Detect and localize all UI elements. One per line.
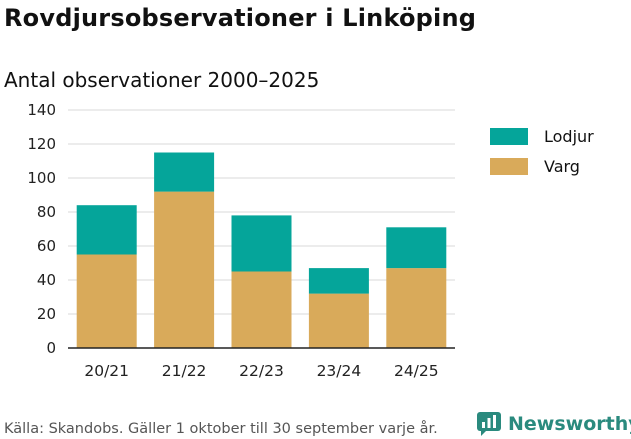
bar-varg: [231, 271, 292, 348]
bar-varg: [154, 191, 215, 348]
newsworthy-logo: Newsworthy: [476, 410, 631, 438]
chart-title: Rovdjursobservationer i Linköping: [4, 4, 477, 32]
chart-subtitle: Antal observationer 2000–2025: [4, 68, 320, 92]
legend-swatch-lodjur: [490, 128, 528, 145]
bar-lodjur: [76, 205, 137, 255]
bar-varg: [308, 293, 369, 348]
x-tick-label: 20/21: [84, 362, 129, 380]
stacked-bar-chart: 0 20 40 60 80 100 120 140 20/21 21/22 22/23 23/24 24…: [27, 101, 594, 380]
y-tick-label: 100: [27, 169, 56, 187]
y-tick-label: 80: [37, 203, 56, 221]
bar-varg: [386, 268, 447, 348]
y-tick-label: 140: [27, 101, 56, 119]
legend-label-lodjur: Lodjur: [544, 127, 594, 146]
y-tick-label: 40: [37, 271, 56, 289]
legend-label-varg: Varg: [544, 157, 580, 176]
x-tick-label: 23/24: [317, 362, 362, 380]
bar-lodjur: [386, 227, 447, 269]
y-tick-label: 0: [46, 339, 56, 357]
legend-swatch-varg: [490, 158, 528, 175]
y-tick-label: 120: [27, 135, 56, 153]
brand-name: Newsworthy: [508, 413, 631, 435]
bar-lodjur: [154, 152, 215, 192]
bar-chart-speech-bubble-icon: [477, 412, 501, 436]
bar-varg: [76, 254, 137, 348]
x-tick-label: 24/25: [394, 362, 439, 380]
y-tick-label: 60: [37, 237, 56, 255]
x-tick-label: 21/22: [162, 362, 207, 380]
bar-lodjur: [231, 215, 292, 272]
source-note: Källa: Skandobs. Gäller 1 oktober till 3…: [4, 421, 438, 437]
bar-lodjur: [308, 268, 369, 294]
x-tick-label: 22/23: [239, 362, 284, 380]
y-tick-label: 20: [37, 305, 56, 323]
